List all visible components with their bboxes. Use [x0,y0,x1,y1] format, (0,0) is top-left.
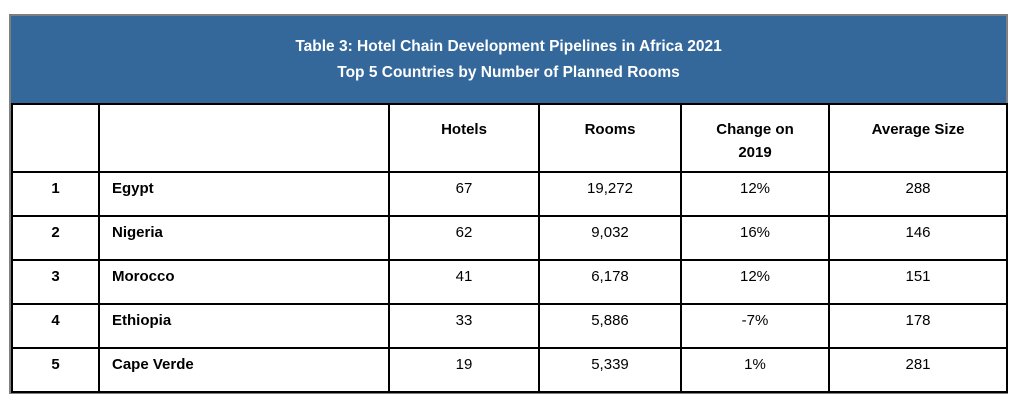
header-hotels: Hotels [388,103,540,173]
country-cell: Cape Verde [98,347,390,393]
header-row: Hotels Rooms Change on 2019 Average Size [11,103,1008,173]
table-row: 2 Nigeria 62 9,032 16% 146 [11,215,1008,261]
table-figure: Table 3: Hotel Chain Development Pipelin… [9,14,1008,394]
rooms-cell: 5,886 [538,303,682,349]
change-cell: 1% [680,347,830,393]
change-cell: 16% [680,215,830,261]
hotels-cell: 41 [388,259,540,305]
rooms-cell: 5,339 [538,347,682,393]
change-cell: 12% [680,171,830,217]
header-country [98,103,390,173]
header-average-size: Average Size [828,103,1008,173]
table-subtitle: Top 5 Countries by Number of Planned Roo… [337,64,680,81]
rank-cell: 3 [11,259,100,305]
table-title-band: Table 3: Hotel Chain Development Pipelin… [11,16,1006,103]
header-change-on-2019: Change on 2019 [680,103,830,173]
country-cell: Nigeria [98,215,390,261]
table-title: Table 3: Hotel Chain Development Pipelin… [295,37,722,55]
country-cell: Morocco [98,259,390,305]
average-size-cell: 146 [828,215,1008,261]
rooms-cell: 9,032 [538,215,682,261]
change-cell: 12% [680,259,830,305]
rank-cell: 5 [11,347,100,393]
average-size-cell: 151 [828,259,1008,305]
table-row: 1 Egypt 67 19,272 12% 288 [11,171,1008,217]
hotels-cell: 19 [388,347,540,393]
average-size-cell: 281 [828,347,1008,393]
hotels-cell: 33 [388,303,540,349]
header-rank [11,103,100,173]
header-rooms: Rooms [538,103,682,173]
hotels-cell: 62 [388,215,540,261]
change-cell: -7% [680,303,830,349]
pipeline-table: Hotels Rooms Change on 2019 Average Size… [11,103,1008,393]
hotels-cell: 67 [388,171,540,217]
average-size-cell: 178 [828,303,1008,349]
country-cell: Egypt [98,171,390,217]
rooms-cell: 6,178 [538,259,682,305]
rank-cell: 1 [11,171,100,217]
rank-cell: 2 [11,215,100,261]
rank-cell: 4 [11,303,100,349]
average-size-cell: 288 [828,171,1008,217]
table-row: 4 Ethiopia 33 5,886 -7% 178 [11,303,1008,349]
table-row: 5 Cape Verde 19 5,339 1% 281 [11,347,1008,393]
country-cell: Ethiopia [98,303,390,349]
table-row: 3 Morocco 41 6,178 12% 151 [11,259,1008,305]
rooms-cell: 19,272 [538,171,682,217]
